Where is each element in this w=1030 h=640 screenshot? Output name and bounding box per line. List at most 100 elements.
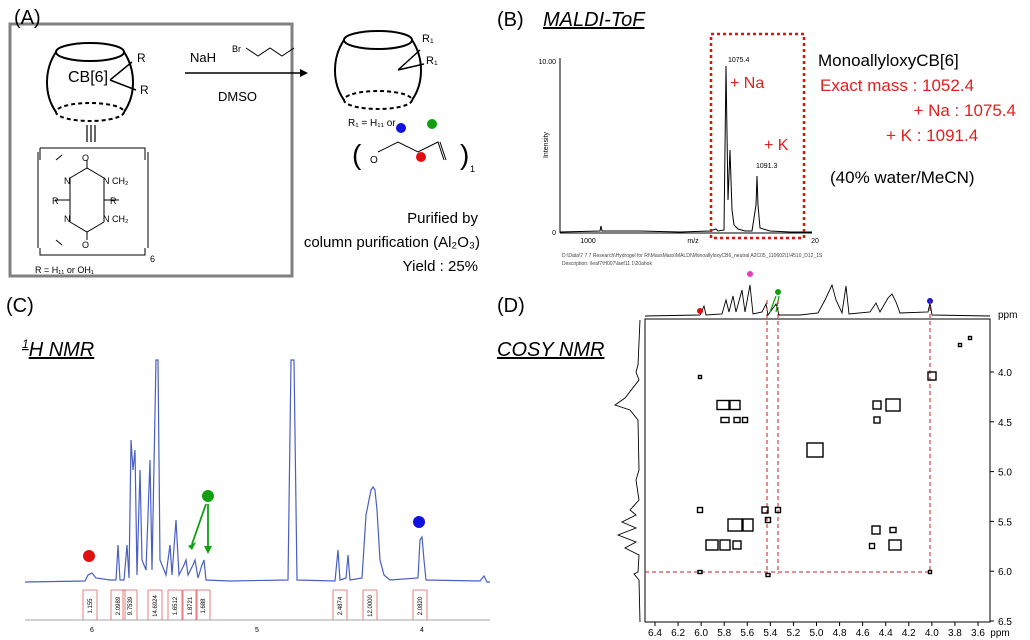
marker-blue	[413, 516, 425, 528]
arrow	[191, 503, 209, 548]
cross-peak	[806, 442, 824, 458]
cross-peak	[871, 525, 881, 535]
marker-red	[83, 550, 95, 562]
arrowhead	[300, 69, 308, 77]
panel-c: (C) 1H NMR 1.155 2.0989 9.7539 14.6924 1.651…	[6, 295, 490, 634]
y-unit: ppm	[998, 310, 1017, 321]
tick-label: 20	[811, 238, 819, 245]
cross-peak	[957, 342, 963, 348]
cross-peak	[720, 416, 730, 424]
atom: R	[110, 196, 117, 206]
integral-value: 1.6512	[173, 596, 179, 615]
x-tick-label: 5.2	[786, 628, 800, 639]
x-tick-label: 6	[90, 627, 94, 634]
atom: N	[103, 214, 110, 224]
cb6-barrel	[46, 42, 134, 122]
panel-title: COSY NMR	[497, 339, 604, 361]
bond	[397, 49, 425, 71]
shape	[55, 154, 63, 246]
panel-a: (A) CB[6] R R O O N N N N CH₂ CH₂ R R 6 …	[8, 7, 480, 278]
x-tick-label: 5.8	[717, 628, 731, 639]
panel-label: (A)	[14, 7, 41, 29]
x-tick-label: 5.0	[810, 628, 824, 639]
panel-title: MALDI-ToF	[543, 9, 646, 31]
footer: D:\Data\7 7 7 Research\Hydrogel for RI\M…	[562, 253, 823, 259]
cross-peak	[889, 526, 897, 534]
peak-value: 1075.4	[728, 57, 750, 64]
x-tick-label: 4.8	[833, 628, 847, 639]
integral-bracket	[167, 589, 183, 620]
shape	[37, 147, 149, 256]
y-tick-label: 4.5	[998, 418, 1012, 429]
integral-bracket	[182, 589, 198, 620]
atom: N	[64, 214, 71, 224]
atom: O	[82, 153, 89, 163]
mass: Exact mass : 1052.4	[820, 76, 974, 95]
atom: N	[103, 176, 110, 186]
integral-value: 2.4874	[338, 596, 344, 615]
cross-peak	[774, 506, 782, 514]
shape	[55, 102, 125, 122]
integral-value: 1.688	[201, 598, 207, 614]
r1-label: R₁	[426, 55, 438, 67]
projection-left	[614, 319, 641, 623]
solvent: (40% water/MeCN)	[830, 168, 975, 187]
x-tick-label: 5.6	[740, 628, 754, 639]
shape	[334, 39, 422, 101]
marker-green	[427, 119, 437, 129]
shape	[55, 42, 125, 62]
cross-peak	[872, 400, 882, 410]
cross-peak	[733, 416, 741, 424]
host-label: CB[6]	[68, 69, 108, 86]
cross-peak	[761, 506, 769, 514]
marker-red	[697, 308, 703, 314]
x-tick-label: 4.2	[902, 628, 916, 639]
x-tick-label: 4.4	[879, 628, 893, 639]
peak-label: + Na	[730, 75, 764, 92]
atom: O	[370, 155, 378, 166]
projection-top	[644, 283, 991, 317]
integral-value: 1.8721	[188, 596, 194, 615]
x-tick-label: 5.4	[763, 628, 777, 639]
panel-frame	[8, 22, 294, 278]
integral-bracket	[147, 589, 163, 620]
peak-label: + K	[764, 137, 789, 154]
note: column purification (Al₂O₃)	[304, 234, 480, 251]
x-tick-label: 6.2	[671, 628, 685, 639]
y-tick-label: 6.0	[998, 567, 1012, 578]
panel-label: (C)	[6, 295, 34, 317]
cross-peak	[765, 572, 771, 578]
atom: O	[82, 240, 89, 250]
reagent: Br	[232, 44, 241, 54]
cross-peak	[716, 399, 730, 411]
integral-value: 14.6924	[153, 595, 159, 617]
arrowhead	[188, 542, 212, 554]
r-definition: R = H₁₁ or OH₁	[35, 265, 94, 275]
axis-label: m/z	[687, 238, 699, 245]
equiv	[86, 125, 96, 142]
y-tick-label: 5.0	[998, 468, 1012, 479]
mass: + Na : 1075.4	[913, 101, 1016, 120]
y-tick-label: 5.5	[998, 517, 1012, 528]
integral-value: 2.0820	[418, 596, 424, 615]
cross-peak	[868, 542, 876, 550]
bracket: )	[460, 139, 469, 170]
cross-peak	[732, 540, 742, 550]
ms-spectrum	[559, 65, 812, 233]
bond	[109, 61, 137, 91]
cross-peak	[727, 518, 743, 532]
marker-blue	[396, 123, 406, 133]
x-tick-label: 4	[420, 627, 424, 634]
panel-label: (D)	[497, 295, 525, 317]
marker-red	[416, 152, 426, 162]
cross-peaks	[696, 335, 973, 578]
x-unit: ppm	[990, 628, 1009, 639]
integral-value: 2.0989	[116, 596, 122, 615]
integral-bracket	[362, 589, 378, 620]
marker-pink	[747, 271, 753, 277]
y-tick-label: 6.5	[998, 617, 1012, 628]
integral-bracket	[82, 589, 98, 620]
x-tick-label: 6.4	[648, 628, 662, 639]
bracket: (	[352, 139, 362, 170]
